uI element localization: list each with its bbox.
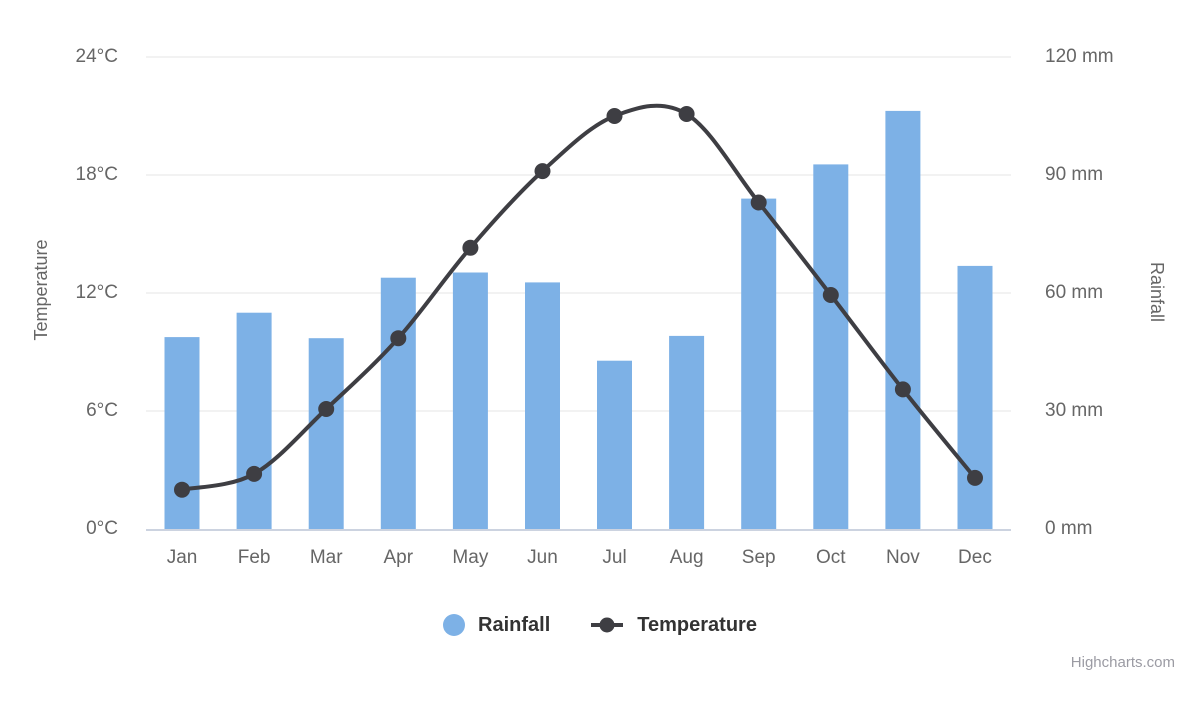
temperature-marker-apr[interactable] <box>390 330 407 347</box>
rainfall-bar-mar[interactable] <box>308 338 344 529</box>
y-axis-left-tick-label: 18°C <box>75 164 118 185</box>
rainfall-bar-jun[interactable] <box>525 282 560 529</box>
temperature-marker-dec[interactable] <box>967 469 983 486</box>
temperature-marker-nov[interactable] <box>894 381 911 398</box>
temperature-marker-feb[interactable] <box>246 465 263 482</box>
x-axis-label-apr: Apr <box>383 547 414 568</box>
temperature-marker-oct[interactable] <box>822 287 839 303</box>
legend-item-rainfall[interactable]: Rainfall <box>443 614 550 637</box>
temperature-line[interactable] <box>180 103 977 492</box>
rainfall-bar-oct[interactable] <box>813 164 849 529</box>
y-axis-right-tick-label: 60 mm <box>1045 282 1104 303</box>
credits-link[interactable]: Highcharts.com <box>1070 654 1175 671</box>
y-axis-left-tick-label: 6°C <box>86 400 118 421</box>
y-axis-right-tick-label: 90 mm <box>1045 164 1104 185</box>
x-axis-label-jun: Jun <box>527 547 558 568</box>
x-axis-label-dec: Dec <box>958 547 992 568</box>
temperature-marker-mar[interactable] <box>318 401 335 417</box>
y-axis-right-tick-label: 120 mm <box>1045 46 1114 67</box>
rainfall-bar-jul[interactable] <box>597 360 632 529</box>
temperature-legend-marker-icon <box>590 616 624 634</box>
temperature-marker-sep[interactable] <box>750 194 767 211</box>
x-axis-label-mar: Mar <box>309 547 343 568</box>
x-axis-label-jan: Jan <box>166 547 198 568</box>
y-axis-right-tick-label: 0 mm <box>1045 518 1093 539</box>
y-axis-left-tick-label: 24°C <box>75 46 118 67</box>
legend-item-temperature[interactable]: Temperature <box>590 614 757 637</box>
x-axis-label-may: May <box>452 547 489 568</box>
temperature-marker-jun[interactable] <box>534 163 551 180</box>
temperature-marker-may[interactable] <box>462 239 479 256</box>
x-axis-label-oct: Oct <box>816 547 846 568</box>
legend: Rainfall Temperature <box>0 611 1200 639</box>
legend-label-temperature: Temperature <box>637 613 757 636</box>
rainfall-bar-feb[interactable] <box>236 312 272 529</box>
y-axis-title-rainfall: Rainfall <box>1147 261 1167 323</box>
x-axis-label-aug: Aug <box>669 547 704 568</box>
y-axis-right-tick-label: 30 mm <box>1045 400 1104 421</box>
y-axis-left-tick-label: 12°C <box>75 282 118 303</box>
temperature-marker-aug[interactable] <box>678 106 695 122</box>
y-axis-title-temperature: Temperature <box>31 239 51 341</box>
x-axis-label-nov: Nov <box>885 547 920 568</box>
rainfall-bar-may[interactable] <box>452 272 488 530</box>
temperature-marker-jul[interactable] <box>606 108 623 124</box>
rainfall-bar-nov[interactable] <box>885 110 921 530</box>
x-axis-label-sep: Sep <box>741 547 776 568</box>
rainfall-bar-dec[interactable] <box>957 265 993 529</box>
rainfall-bar-sep[interactable] <box>741 198 777 529</box>
temperature-marker-jan[interactable] <box>174 481 190 498</box>
rainfall-legend-marker-icon <box>443 614 466 636</box>
rainfall-bar-jan[interactable] <box>164 337 200 529</box>
rainfall-bar-apr[interactable] <box>380 277 416 529</box>
legend-label-rainfall: Rainfall <box>478 613 551 636</box>
x-axis-label-feb: Feb <box>237 547 271 568</box>
x-axis-label-jul: Jul <box>602 547 627 568</box>
rainfall-bar-aug[interactable] <box>669 335 705 529</box>
y-axis-left-tick-label: 0°C <box>86 518 118 539</box>
